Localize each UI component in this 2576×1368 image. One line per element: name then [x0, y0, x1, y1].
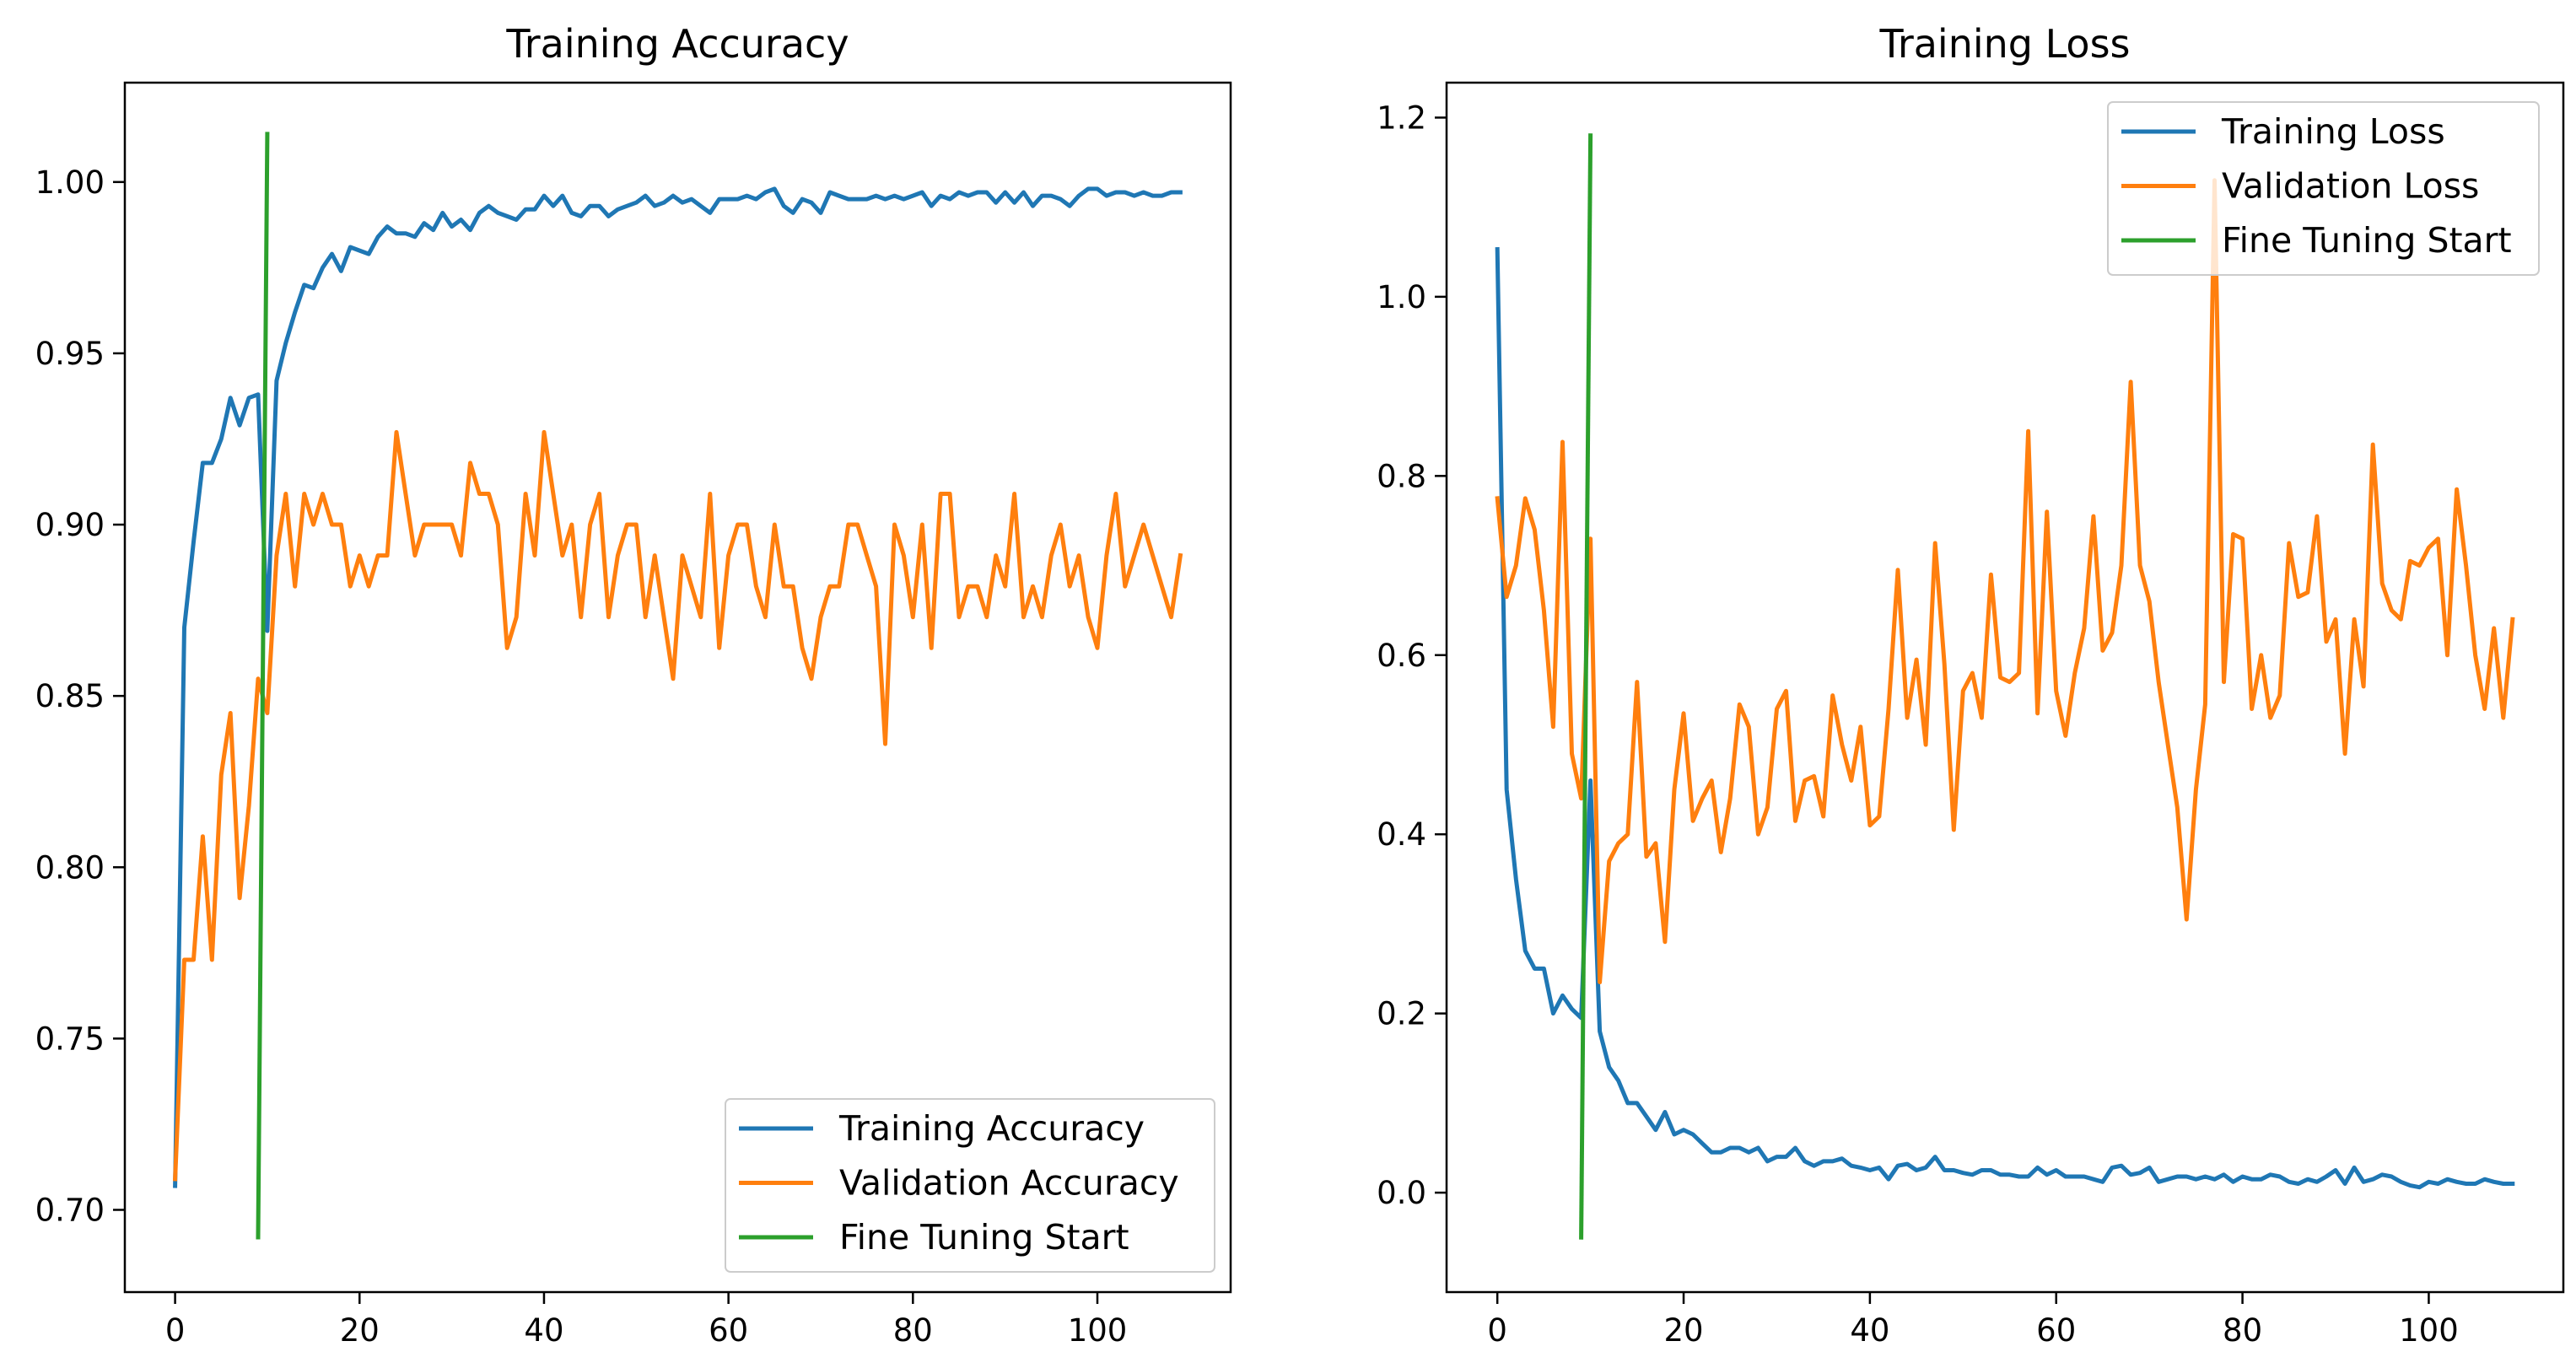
series-line-training-loss	[1495, 247, 2515, 1190]
x-tick-label: 20	[340, 1312, 380, 1349]
y-tick-label: 0.8	[1377, 458, 1426, 494]
y-tick-label: 0.80	[35, 849, 105, 886]
axes-frame	[123, 81, 1232, 1294]
series-line-validation-loss	[1495, 178, 2515, 984]
series-line-validation-accuracy	[172, 429, 1183, 1182]
x-tick-label: 80	[893, 1312, 933, 1349]
y-tick-label: 0.4	[1377, 816, 1426, 853]
x-tick-label: 80	[2223, 1312, 2262, 1349]
y-tick-label: 0.70	[35, 1193, 105, 1229]
y-tick-label: 1.0	[1377, 279, 1426, 315]
y-tick-label: 0.6	[1377, 638, 1426, 674]
chart-title: Training Accuracy	[505, 21, 849, 67]
legend-label: Fine Tuning Start	[839, 1217, 1129, 1258]
x-tick-label: 0	[165, 1312, 186, 1349]
series-line-fine-tuning-start	[1579, 133, 1593, 1240]
y-tick-label: 0.0	[1377, 1175, 1426, 1211]
y-tick-label: 0.90	[35, 507, 105, 543]
legend-label: Validation Loss	[2222, 166, 2479, 207]
x-tick-label: 40	[1850, 1312, 1889, 1349]
loss-chart: Training Loss 0 20 40 60 80 100 0.0 0.2 0.4 0.6 0.8…	[1377, 21, 2565, 1349]
legend-label: Validation Accuracy	[839, 1163, 1179, 1204]
y-tick-label: 0.85	[35, 678, 105, 714]
x-tick-label: 100	[2399, 1312, 2459, 1349]
legend-box	[2107, 101, 2540, 276]
legend-box	[725, 1098, 1215, 1273]
accuracy-chart: Training Accuracy 0 20 40 60 80 100 0.70 0.75 0.8…	[35, 21, 1232, 1349]
y-tick-label: 0.2	[1377, 996, 1426, 1032]
x-tick-label: 20	[1663, 1312, 1703, 1349]
chart-title: Training Loss	[1878, 21, 2130, 67]
series-line-fine-tuning-start	[256, 132, 270, 1240]
x-tick-label: 100	[1068, 1312, 1128, 1349]
x-tick-label: 0	[1487, 1312, 1507, 1349]
legend: Training Accuracy Validation Accuracy Fine…	[725, 1098, 1215, 1273]
axes-frame	[1445, 81, 2565, 1294]
x-tick-label: 40	[524, 1312, 563, 1349]
y-tick-label: 0.75	[35, 1021, 105, 1057]
legend-label: Fine Tuning Start	[2222, 220, 2512, 261]
y-tick-label: 1.2	[1377, 100, 1426, 136]
y-tick-label: 0.95	[35, 336, 105, 372]
y-tick-label: 1.00	[35, 164, 105, 201]
legend: Training Loss Validation Loss Fine Tuning …	[2107, 101, 2540, 276]
series-line-training-accuracy	[173, 186, 1183, 1188]
x-tick-label: 60	[2036, 1312, 2076, 1349]
legend-label: Training Accuracy	[838, 1108, 1145, 1149]
legend-label: Training Loss	[2221, 111, 2445, 152]
x-tick-label: 60	[709, 1312, 748, 1349]
